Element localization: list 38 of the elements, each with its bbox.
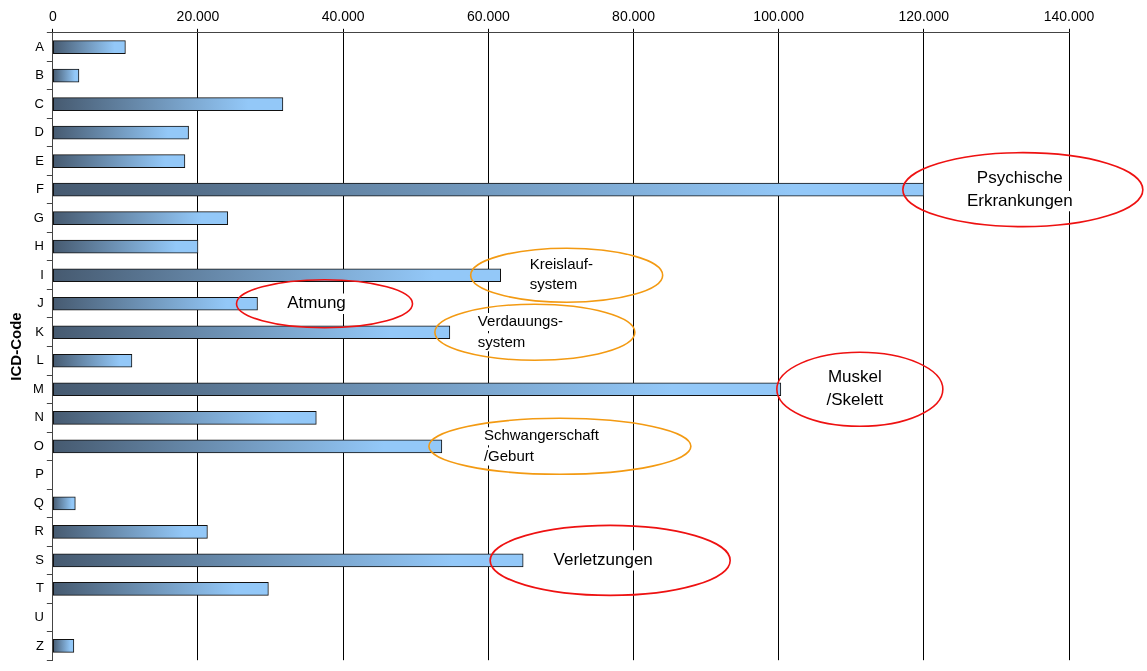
x-tick-label: 40.000 xyxy=(321,8,365,25)
y-tick-label: O xyxy=(33,437,44,453)
y-tick-label: U xyxy=(34,609,44,624)
annotation: Kreislauf- system xyxy=(529,255,594,293)
y-tick-label: Q xyxy=(33,494,44,510)
x-tick-label: 120.000 xyxy=(898,8,950,25)
y-tick-label: K xyxy=(35,323,45,339)
annotation: Atmung xyxy=(287,293,346,313)
y-tick-label: S xyxy=(35,551,45,567)
x-tick-label: 20.000 xyxy=(176,8,220,25)
y-tick-label: J xyxy=(37,295,44,311)
y-tick-label: L xyxy=(36,352,44,368)
x-tick-label: 100.000 xyxy=(753,8,805,25)
y-tick-label: T xyxy=(35,580,44,596)
y-tick-label: I xyxy=(40,266,44,282)
y-tick-label: D xyxy=(34,124,44,140)
annotation: Muskel /Skelett xyxy=(826,367,884,410)
y-tick-label: E xyxy=(35,152,45,168)
annotation: Schwangerschaft /Geburt xyxy=(483,426,600,464)
x-tick-label: 80.000 xyxy=(612,8,656,25)
y-tick-label: G xyxy=(33,209,44,225)
y-axis-title: ICD-Code xyxy=(7,312,25,381)
y-tick-label: H xyxy=(34,238,44,254)
y-tick-label: B xyxy=(35,67,44,83)
y-tick-label: C xyxy=(34,95,44,111)
y-tick-label: F xyxy=(35,181,44,197)
y-tick-label: M xyxy=(32,380,44,396)
y-tick-label: N xyxy=(34,409,44,425)
y-tick-label: A xyxy=(35,38,45,54)
annotation: Verdauungs- system xyxy=(477,312,563,350)
y-tick-label: P xyxy=(35,466,44,482)
y-tick-label: R xyxy=(34,523,44,539)
x-tick-label: 140.000 xyxy=(1043,8,1095,25)
annotation: Verletzungen xyxy=(553,550,653,570)
x-tick-label: 0 xyxy=(48,8,57,25)
annotation: Psychische Erkrankungen xyxy=(966,167,1073,210)
y-tick-label: Z xyxy=(35,637,44,653)
x-tick-label: 60.000 xyxy=(466,8,510,25)
